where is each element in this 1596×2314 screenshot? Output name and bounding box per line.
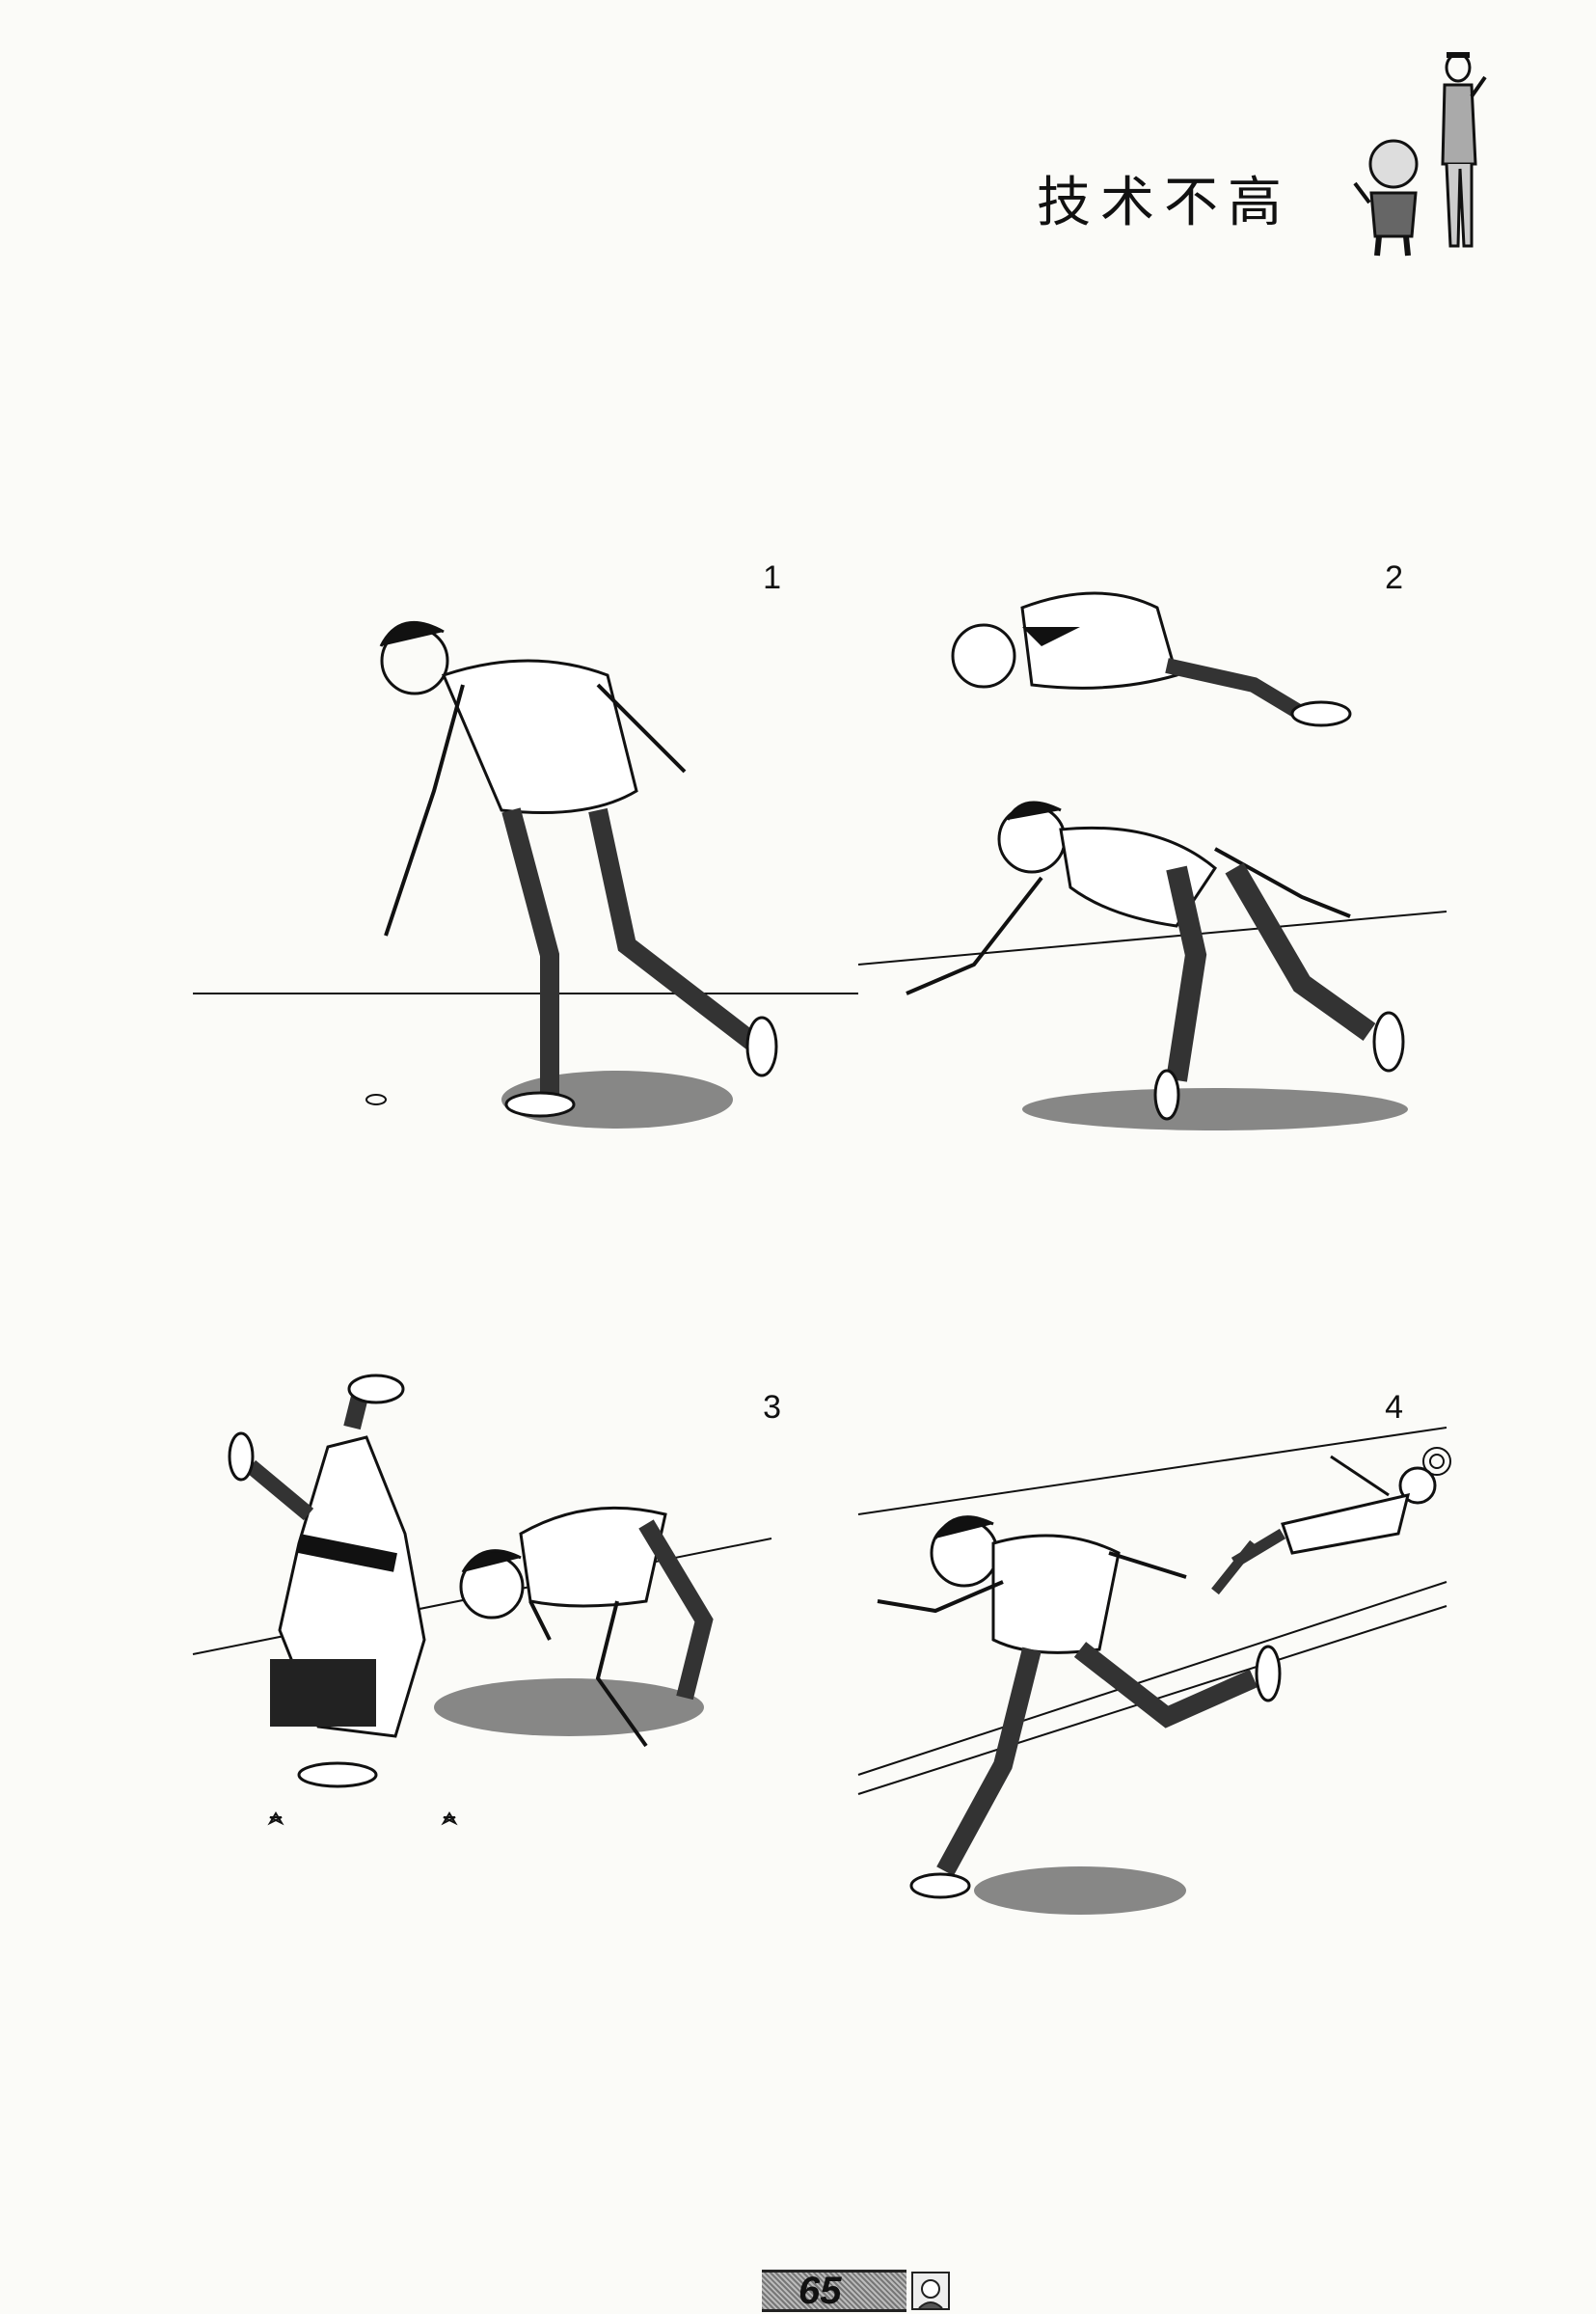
panel-number: 2 [1385, 559, 1403, 596]
page-number-box [762, 2270, 906, 2312]
page-title: 技术不高 [1037, 172, 1291, 234]
comic-panel-3: 3 [183, 1370, 878, 1987]
mascot-characters-illustration [1353, 52, 1487, 257]
panel-1-illustration [193, 620, 858, 1129]
panel-number: 1 [763, 559, 781, 596]
comic-panel-4: 4 [849, 1370, 1543, 1987]
comic-panel-1: 1 [183, 540, 878, 1157]
page-number: 65 [798, 2270, 842, 2312]
comic-panel-2: 2 [849, 540, 1543, 1157]
character-face-icon [911, 2272, 950, 2310]
panel-4-illustration [857, 1427, 1451, 1915]
panel-2-illustration [857, 591, 1447, 1130]
panel-number: 4 [1385, 1389, 1403, 1426]
panel-number: 3 [763, 1389, 781, 1426]
page-footer: 65 [762, 2270, 964, 2312]
panel-3-illustration [192, 1374, 772, 1826]
